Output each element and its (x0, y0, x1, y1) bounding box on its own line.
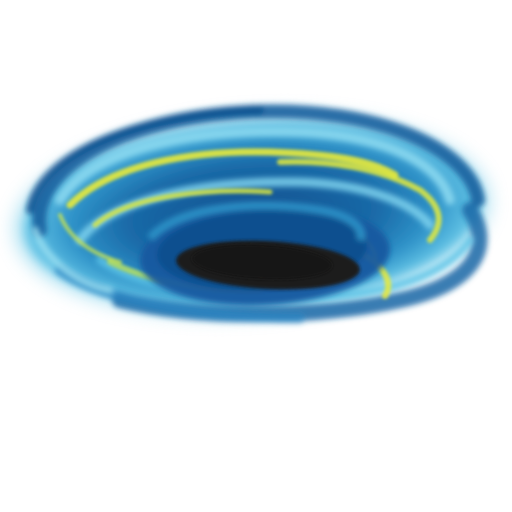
dark-core-center (192, 244, 332, 280)
